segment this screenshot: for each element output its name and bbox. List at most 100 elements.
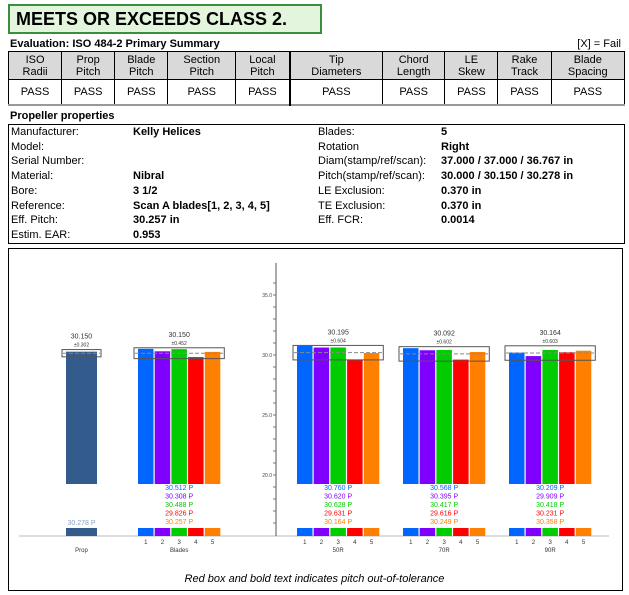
bar-index-label: 3	[442, 540, 446, 546]
bar-index-label: 2	[532, 540, 536, 546]
property-label: Pitch(stamp/ref/scan):	[318, 170, 425, 183]
bar-index-label: 1	[303, 540, 307, 546]
bar-stub	[436, 528, 452, 536]
bar-stub	[330, 528, 346, 536]
property-value: Kelly Helices	[133, 126, 201, 138]
bar-value-label: 30.620 P	[324, 494, 352, 501]
chart-caption: Red box and bold text indicates pitch ou…	[184, 573, 445, 585]
group-mean-label: 30.092	[433, 331, 455, 338]
bar-value-label: 29.631 P	[324, 511, 352, 518]
column-header-blade-spacing: Blade Spacing	[550, 51, 625, 80]
bar-blades-4	[188, 357, 204, 484]
column-header-line: ISO	[25, 53, 45, 66]
bar-value-label: 30.512 P	[165, 485, 193, 492]
property-label: Diam(stamp/ref/scan):	[318, 155, 427, 168]
column-header-line: Rake	[511, 53, 538, 66]
property-value: 30.000 / 30.150 / 30.278 in	[441, 170, 574, 183]
column-header-tip-diameters: Tip Diameters	[288, 51, 383, 80]
bar-value-label: 30.231 P	[536, 511, 564, 518]
bar-index-label: 4	[459, 540, 463, 546]
bar-90r-2	[525, 356, 542, 484]
bar-50r-1	[297, 345, 313, 484]
bar-index-label: 3	[548, 540, 552, 546]
bar-stub	[66, 528, 97, 536]
bar-index-label: 1	[515, 540, 519, 546]
bar-stub	[542, 528, 558, 536]
bar-index-label: 5	[211, 540, 215, 546]
bar-index-label: 3	[177, 540, 181, 546]
bar-stub	[403, 528, 419, 536]
column-header-line: Local	[249, 53, 276, 66]
bar-value-label: 30.257 P	[165, 519, 193, 526]
column-header-line: Tip	[328, 53, 344, 66]
property-label: Reference:	[11, 199, 65, 212]
result-local-pitch: PASS	[235, 79, 290, 105]
bar-50r-5	[363, 353, 380, 484]
tolerance-box	[398, 346, 490, 362]
bar-stub	[297, 528, 313, 536]
pitch-chart-svg: 35.0 30.0 25.0 20.0 30.278 P 30.150 ±0.302 Prop…	[19, 263, 609, 554]
bar-stub	[559, 528, 575, 536]
bar-90r-1	[509, 352, 525, 484]
column-header-local-pitch: Local Pitch	[235, 51, 290, 80]
property-value: 0.370 in	[441, 184, 482, 197]
column-header-line: Blade	[573, 53, 602, 66]
group-tolerance-label: ±0.602	[437, 340, 452, 346]
group-tolerance-label: ±0.603	[543, 339, 558, 345]
group-mean-label: 30.150	[168, 332, 190, 339]
column-header-chord-length: Chord Length	[382, 51, 445, 80]
column-header-iso-radii: ISO Radii	[8, 51, 62, 80]
property-label: Eff. FCR:	[318, 214, 364, 227]
property-label: Serial Number:	[11, 155, 85, 168]
column-header-line: Diameters	[311, 65, 362, 78]
column-header-line: Chord	[398, 53, 429, 66]
property-value: 0.0014	[441, 214, 475, 227]
column-header-line: LE	[464, 53, 479, 66]
result-blade-pitch: PASS	[114, 79, 168, 105]
group-label: 90R	[545, 548, 557, 554]
group-mean-label: 30.195	[327, 329, 349, 336]
group-label: Blades	[170, 548, 188, 554]
result-section-pitch: PASS	[167, 79, 236, 105]
group-label: 70R	[439, 548, 451, 554]
bar-value-label: 30.417 P	[430, 502, 458, 509]
group-tolerance-label: ±0.302	[74, 343, 89, 349]
tolerance-box	[504, 345, 596, 361]
bar-value-label: 30.249 P	[430, 519, 458, 526]
column-header-line: Prop	[76, 53, 100, 66]
pitch-chart: 35.0 30.0 25.0 20.0 30.278 P 30.150 ±0.302 Prop…	[8, 248, 623, 591]
tolerance-box	[292, 344, 384, 361]
bar-50r-2	[313, 347, 330, 484]
column-header-line: Pitch	[250, 65, 275, 78]
property-label: Blades:	[318, 126, 355, 138]
bar-index-label: 4	[565, 540, 569, 546]
column-header-prop-pitch: Prop Pitch	[61, 51, 115, 80]
result-blade-spacing: PASS	[550, 79, 625, 105]
bar-value-label: 30.418 P	[536, 502, 564, 509]
bar-stub	[313, 528, 330, 536]
group-mean-label: 30.150	[71, 334, 93, 341]
bar-stub	[188, 528, 204, 536]
evaluation-title: Evaluation: ISO 484-2 Primary Summary	[10, 38, 220, 50]
tolerance-box	[133, 347, 225, 360]
property-label: TE Exclusion:	[318, 199, 386, 212]
bar-index-label: 2	[426, 540, 430, 546]
bar-index-label: 2	[161, 540, 165, 546]
bar-stub	[347, 528, 363, 536]
property-value: 0.953	[133, 228, 161, 241]
bar-stub	[469, 528, 486, 536]
bar-blades-2	[154, 351, 171, 484]
bar-stub	[171, 528, 187, 536]
bar-blades-1	[138, 348, 154, 484]
bar-value-label: 30.395 P	[430, 494, 458, 501]
property-label: Bore:	[11, 184, 38, 197]
bar-value-label: 29.909 P	[536, 494, 564, 501]
column-header-le-skew: LE Skew	[444, 51, 498, 80]
bar-value-label: 30.568 P	[430, 485, 458, 492]
bar-70r-1	[403, 348, 419, 484]
property-label: Estim. EAR:	[11, 228, 71, 241]
property-value: 0.370 in	[441, 199, 482, 212]
group-tolerance-label: ±0.604	[331, 338, 346, 344]
bar-90r-3	[542, 349, 558, 484]
bar-value-label: 30.278 P	[67, 520, 95, 527]
